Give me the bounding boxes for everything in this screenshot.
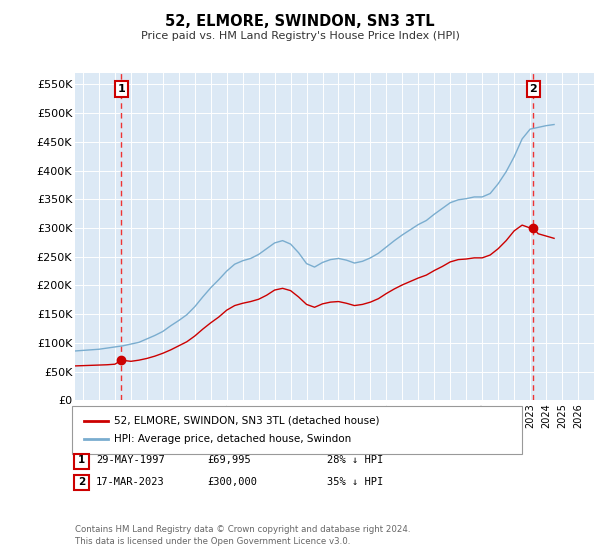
Text: Contains HM Land Registry data © Crown copyright and database right 2024.
This d: Contains HM Land Registry data © Crown c… [75,525,410,546]
Text: 17-MAR-2023: 17-MAR-2023 [96,477,165,487]
Text: 52, ELMORE, SWINDON, SN3 3TL: 52, ELMORE, SWINDON, SN3 3TL [165,14,435,29]
Text: 52, ELMORE, SWINDON, SN3 3TL (detached house): 52, ELMORE, SWINDON, SN3 3TL (detached h… [114,416,380,426]
Text: £69,995: £69,995 [207,455,251,465]
Text: 1: 1 [78,455,85,465]
Text: 1: 1 [118,84,125,94]
Text: 28% ↓ HPI: 28% ↓ HPI [327,455,383,465]
Text: 2: 2 [78,477,85,487]
Text: HPI: Average price, detached house, Swindon: HPI: Average price, detached house, Swin… [114,434,351,444]
Text: 35% ↓ HPI: 35% ↓ HPI [327,477,383,487]
Text: Price paid vs. HM Land Registry's House Price Index (HPI): Price paid vs. HM Land Registry's House … [140,31,460,41]
Text: £300,000: £300,000 [207,477,257,487]
Text: 2: 2 [530,84,538,94]
Text: 29-MAY-1997: 29-MAY-1997 [96,455,165,465]
